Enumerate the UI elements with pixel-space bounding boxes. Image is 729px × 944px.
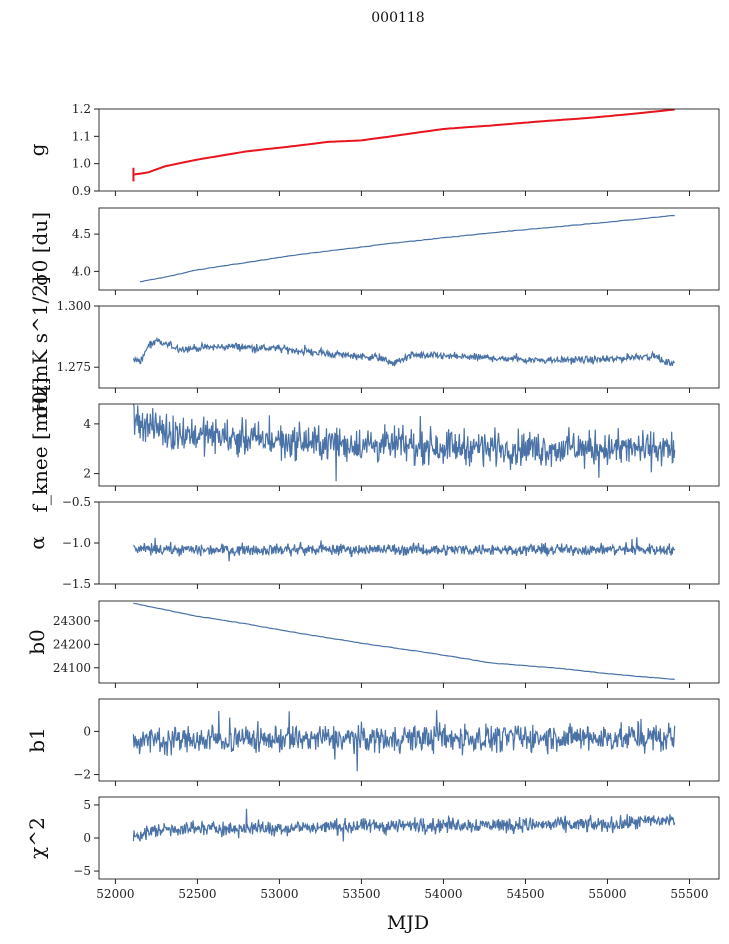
axes-frame-sigma0_du [98, 207, 720, 291]
model-line-g [133, 108, 675, 176]
y-axis-label-b0: b0 [25, 629, 49, 655]
axes-frame-b1 [98, 698, 720, 782]
x-axis-label: MJD [387, 912, 429, 934]
y-tick-label-b0: 24100 [53, 661, 91, 675]
series-line-chi2 [132, 808, 676, 842]
panel-b0: 24100 24200 24300 b0 [25, 600, 720, 688]
y-tick-label-g: 1.0 [72, 157, 91, 171]
y-tick-label-fknee: 4 [83, 417, 91, 431]
y-tick-label-chi2: 0 [83, 831, 91, 845]
y-axis-label-sigma0_mK: σ0[mK s^1/2] [28, 276, 52, 417]
axes-frame-fknee [98, 403, 720, 487]
panel-stack: 0.9 1.0 1.1 1.2 g 4.0 4.5 σ0 [du] 1.275 1.300 σ0[m… [25, 102, 720, 901]
x-tick-label-53000: 53000 [260, 887, 298, 901]
series-line-fknee [132, 404, 676, 482]
x-tick-label-53500: 53500 [342, 887, 380, 901]
x-tick-label-52500: 52500 [178, 887, 216, 901]
y-axis-label-b1: b1 [25, 727, 49, 753]
y-tick-label-b0: 24200 [53, 637, 91, 651]
series-line-sigma0_mK [132, 336, 675, 367]
axes-frame-b0 [98, 600, 720, 684]
axes-frame-sigma0_mK [98, 305, 720, 389]
y-tick-label-b0: 24300 [53, 614, 91, 628]
y-tick-label-g: 0.9 [72, 184, 91, 198]
y-tick-label-b1: −2 [73, 768, 91, 782]
y-tick-label-fknee: 2 [83, 467, 91, 481]
y-tick-label-sigma0_mK: 1.275 [57, 360, 91, 374]
y-tick-label-g: 1.1 [72, 129, 91, 143]
axes-frame-g [98, 108, 720, 192]
y-axis-label-g: g [25, 143, 49, 156]
x-tick-label-55500: 55500 [670, 887, 708, 901]
series-line-b1 [132, 710, 676, 772]
series-line-alpha [132, 537, 676, 562]
x-tick-label-55000: 55000 [588, 887, 626, 901]
y-axis-label-alpha: α [25, 536, 49, 550]
x-tick-label-54500: 54500 [506, 887, 544, 901]
x-tick-label-54000: 54000 [424, 887, 462, 901]
y-tick-label-sigma0_du: 4.0 [72, 264, 91, 278]
y-tick-label-alpha: −0.5 [62, 495, 91, 509]
y-tick-label-chi2: −5 [73, 864, 91, 878]
y-tick-label-b1: 0 [83, 724, 91, 738]
figure-title: 000118 [371, 10, 424, 26]
y-tick-label-sigma0_du: 4.5 [72, 227, 91, 241]
series-line-b0 [133, 602, 675, 680]
y-axis-label-chi2: χ^2 [25, 817, 49, 859]
y-axis-label-fknee: f_knee [mHz] [28, 378, 52, 513]
panel-sigma0_du: 4.0 4.5 σ0 [du] [28, 207, 720, 295]
series-line-sigma0_du [139, 214, 675, 283]
panel-chi2: −5 0 5 χ^2 [25, 796, 720, 884]
panel-sigma0_mK: 1.275 1.300 σ0[mK s^1/2] [28, 276, 720, 418]
panel-g: 0.9 1.0 1.1 1.2 g [25, 102, 720, 198]
panel-alpha: −1.5 −1.0 −0.5 α [25, 495, 720, 591]
x-tick-label-52000: 52000 [96, 887, 134, 901]
y-tick-label-g: 1.2 [72, 102, 91, 116]
y-tick-label-alpha: −1.5 [62, 577, 91, 591]
y-tick-label-sigma0_mK: 1.300 [57, 299, 91, 313]
panel-fknee: 2 4 f_knee [mHz] [28, 378, 720, 513]
y-tick-label-alpha: −1.0 [62, 536, 91, 550]
y-tick-label-chi2: 5 [83, 798, 91, 812]
y-axis-label-sigma0_du: σ0 [du] [28, 212, 52, 286]
panel-b1: −2 0 b1 [25, 698, 720, 786]
